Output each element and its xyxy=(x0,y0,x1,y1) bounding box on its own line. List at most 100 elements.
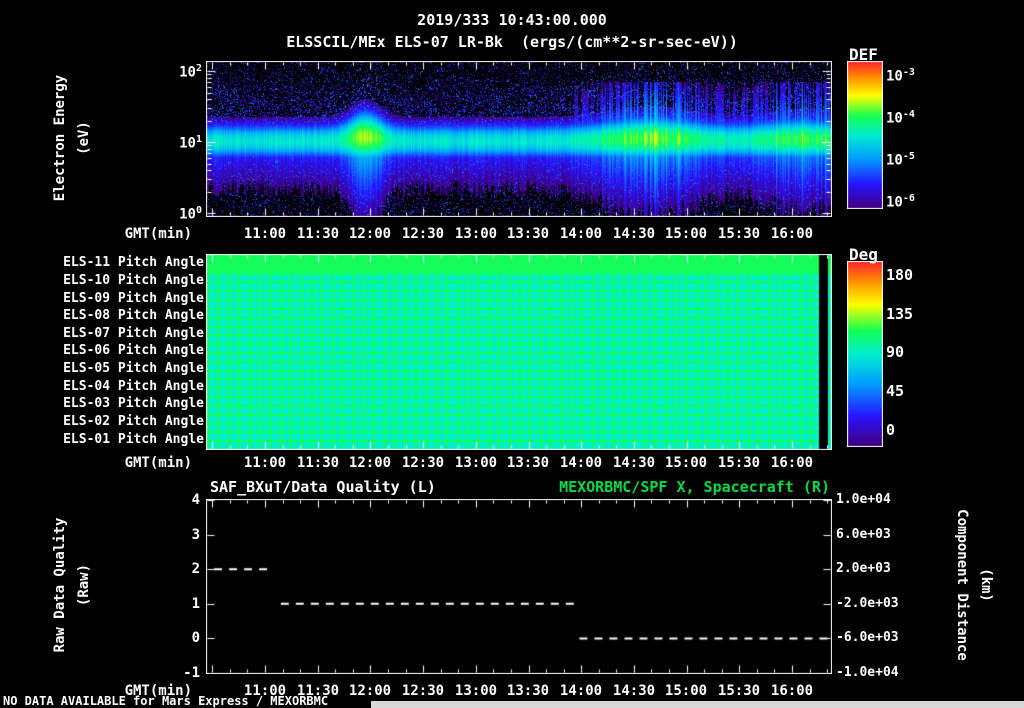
distance-y-tick: -2.0e+03 xyxy=(836,596,899,611)
def-cbar-tick: 10-5 xyxy=(886,151,915,169)
distance-y-tick: 1.0e+04 xyxy=(836,492,891,507)
quality-y-axis-units: (Raw) xyxy=(75,563,92,607)
tick-mantissa: 10 xyxy=(886,152,903,169)
x-tick-label: 14:30 xyxy=(612,455,656,471)
deg-cbar-tick: 45 xyxy=(886,382,905,400)
x-tick-label: 15:00 xyxy=(664,683,708,699)
tick-mantissa: 10 xyxy=(179,64,196,81)
pitch-row-label: ELS-08 Pitch Angle xyxy=(63,308,204,323)
distance-axis-units: (km) xyxy=(978,568,995,602)
def-cbar-tick: 10-6 xyxy=(886,193,915,211)
spec-x-axis-label: GMT(min) xyxy=(124,226,192,242)
pitch-row-label: ELS-05 Pitch Angle xyxy=(63,361,204,376)
pitch-row-label: ELS-04 Pitch Angle xyxy=(63,379,204,394)
def-cbar-tick: 10-3 xyxy=(886,67,915,85)
tick-exponent: -5 xyxy=(902,151,915,162)
spec-y-tick-10: 101 xyxy=(168,134,202,152)
def-cbar-tick: 10-4 xyxy=(886,109,915,127)
deg-cbar-tick: 0 xyxy=(886,421,896,439)
deg-cbar-tick: 90 xyxy=(886,343,905,361)
quality-y-tick: 0 xyxy=(191,630,200,646)
tick-mantissa: 10 xyxy=(179,206,196,223)
quality-right-title: MEXORBMC/SPF X, Spacecraft (R) xyxy=(559,478,830,496)
tick-mantissa: 10 xyxy=(886,110,903,127)
x-tick-label: 14:00 xyxy=(559,455,603,471)
distance-y-tick: -6.0e+03 xyxy=(836,630,899,645)
distance-y-tick: 6.0e+03 xyxy=(836,527,891,542)
spec-y-axis-units: (eV) xyxy=(75,121,92,155)
tick-exponent: 1 xyxy=(195,134,202,145)
x-tick-label: 11:30 xyxy=(296,226,340,242)
tick-mantissa: 10 xyxy=(886,194,903,211)
x-tick-label: 12:00 xyxy=(348,455,392,471)
quality-y-axis-label: Raw Data Quality xyxy=(51,517,68,653)
def-colorbar xyxy=(847,61,883,209)
quality-y-tick: 4 xyxy=(191,492,200,508)
quality-left-title: SAF_BXuT/Data Quality (L) xyxy=(210,478,436,496)
quality-y-tick: 3 xyxy=(191,527,200,543)
quality-canvas xyxy=(206,499,832,674)
x-tick-label: 11:00 xyxy=(243,455,287,471)
x-tick-label: 15:00 xyxy=(664,226,708,242)
distance-axis-label: Component Distance xyxy=(954,509,971,661)
spec-y-tick-100: 102 xyxy=(168,63,202,81)
pitch-row-label: ELS-11 Pitch Angle xyxy=(63,255,204,270)
deg-colorbar xyxy=(847,261,883,447)
pitch-row-label: ELS-06 Pitch Angle xyxy=(63,343,204,358)
deg-cbar-tick: 135 xyxy=(886,305,914,323)
x-tick-label: 13:30 xyxy=(506,683,550,699)
distance-y-tick: -1.0e+04 xyxy=(836,665,899,680)
quality-y-tick: -1 xyxy=(183,665,200,681)
pitch-row-label: ELS-10 Pitch Angle xyxy=(63,273,204,288)
x-tick-label: 13:00 xyxy=(454,226,498,242)
tick-mantissa: 10 xyxy=(179,135,196,152)
status-message: NO DATA AVAILABLE for Mars Express / MEX… xyxy=(3,694,329,708)
pitch-x-axis-label: GMT(min) xyxy=(124,455,192,471)
x-tick-label: 15:00 xyxy=(664,455,708,471)
timestamp-title: 2019/333 10:43:00.000 xyxy=(417,11,607,29)
page-title: ELSSCIL/MEx ELS-07 LR-Bk (ergs/(cm**2-sr… xyxy=(286,33,738,51)
quality-y-tick: 2 xyxy=(191,561,200,577)
x-tick-label: 14:00 xyxy=(559,226,603,242)
x-tick-label: 12:30 xyxy=(401,683,445,699)
quality-x-axis-label: GMT(min) xyxy=(124,683,192,699)
tick-exponent: 2 xyxy=(195,63,202,74)
x-tick-label: 16:00 xyxy=(770,226,814,242)
x-tick-label: 12:00 xyxy=(348,683,392,699)
x-tick-label: 13:00 xyxy=(454,683,498,699)
x-tick-label: 14:30 xyxy=(612,683,656,699)
pitch-angle-canvas xyxy=(206,254,832,450)
tick-exponent: -4 xyxy=(902,109,915,120)
tick-exponent: -3 xyxy=(902,67,915,78)
x-tick-label: 13:00 xyxy=(454,455,498,471)
x-tick-label: 12:00 xyxy=(348,226,392,242)
x-tick-label: 16:00 xyxy=(770,683,814,699)
deg-colorbar-title: Deg xyxy=(849,245,878,264)
x-tick-label: 14:30 xyxy=(612,226,656,242)
distance-y-tick: 2.0e+03 xyxy=(836,561,891,576)
x-tick-label: 14:00 xyxy=(559,683,603,699)
pitch-row-label: ELS-02 Pitch Angle xyxy=(63,414,204,429)
x-tick-label: 12:30 xyxy=(401,455,445,471)
x-tick-label: 15:30 xyxy=(717,226,761,242)
x-tick-label: 15:30 xyxy=(717,455,761,471)
pitch-row-label: ELS-07 Pitch Angle xyxy=(63,326,204,341)
bottom-edge-strip xyxy=(371,701,1024,708)
pitch-row-label: ELS-09 Pitch Angle xyxy=(63,291,204,306)
quality-y-tick: 1 xyxy=(191,596,200,612)
x-tick-label: 11:00 xyxy=(243,683,287,699)
tick-exponent: 0 xyxy=(195,205,202,216)
x-tick-label: 13:30 xyxy=(506,455,550,471)
x-tick-label: 13:30 xyxy=(506,226,550,242)
x-tick-label: 15:30 xyxy=(717,683,761,699)
x-tick-label: 11:30 xyxy=(296,455,340,471)
x-tick-label: 16:00 xyxy=(770,455,814,471)
spec-y-tick-1: 100 xyxy=(168,205,202,223)
pitch-row-label: ELS-03 Pitch Angle xyxy=(63,396,204,411)
x-tick-label: 11:00 xyxy=(243,226,287,242)
x-tick-label: 11:30 xyxy=(296,683,340,699)
spec-y-axis-label: Electron Energy xyxy=(51,74,68,202)
def-colorbar-title: DEF xyxy=(849,45,878,64)
tick-exponent: -6 xyxy=(902,193,915,204)
